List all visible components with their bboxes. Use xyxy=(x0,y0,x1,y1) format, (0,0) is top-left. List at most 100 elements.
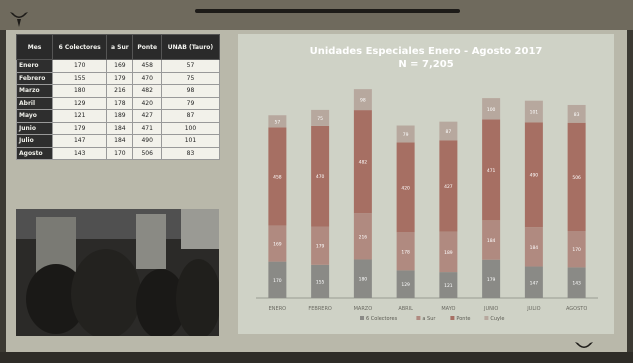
bar-segment xyxy=(353,89,372,111)
data-label: 75 xyxy=(317,116,323,122)
cell: Abril xyxy=(15,96,54,110)
bar-segment xyxy=(353,213,372,260)
data-label: 147 xyxy=(530,280,539,286)
data-label: 169 xyxy=(273,242,282,248)
cell: 216 xyxy=(106,84,134,98)
cell: Agosto xyxy=(15,146,54,160)
cell: Enero xyxy=(15,59,54,73)
data-label: 184 xyxy=(487,238,496,244)
data-label: 100 xyxy=(487,107,496,113)
cell: Mayo xyxy=(15,109,54,123)
data-label: 101 xyxy=(530,109,539,115)
data-label: 482 xyxy=(359,160,368,166)
data-label: 98 xyxy=(360,98,366,104)
legend-label: a Sur xyxy=(422,316,436,322)
table-row: Enero 170 169 458 57 xyxy=(15,59,221,73)
cell: 482 xyxy=(132,84,162,98)
top-bar xyxy=(0,0,633,30)
bar-segment xyxy=(567,231,586,268)
bar-segment xyxy=(396,232,415,271)
cell: 170 xyxy=(52,59,108,73)
cell: 471 xyxy=(132,121,162,135)
bar-segment xyxy=(482,98,501,120)
data-label: 121 xyxy=(444,283,453,289)
col-header: a Sur xyxy=(106,34,134,60)
data-label: 179 xyxy=(316,244,325,250)
cell: 143 xyxy=(52,146,108,160)
cell: 184 xyxy=(106,134,134,148)
bar-segment xyxy=(396,125,415,143)
data-table: Mes 6 Colectores a Sur Ponte UNAB (Tauro… xyxy=(15,34,221,160)
cell: 169 xyxy=(106,59,134,73)
chart-title: Unidades Especiales Enero - Agosto 2017 xyxy=(309,46,543,57)
bar-segment xyxy=(524,227,543,267)
cell: 506 xyxy=(132,146,162,160)
cell: Julio xyxy=(15,134,54,148)
cell: 179 xyxy=(106,71,134,85)
table-row: Agosto 143 170 506 83 xyxy=(15,146,221,160)
table-row: Julio 147 184 490 101 xyxy=(15,134,221,148)
cell: 100 xyxy=(160,121,221,135)
cell: 420 xyxy=(132,96,162,110)
bar-segment xyxy=(311,125,330,227)
bar-segment xyxy=(353,110,372,214)
bar-segment xyxy=(439,121,458,141)
legend-label: Cuyle xyxy=(490,316,504,322)
cell: Junio xyxy=(15,121,54,135)
data-label: 178 xyxy=(401,249,410,255)
bar-segment xyxy=(482,259,501,298)
bar-segment xyxy=(439,231,458,273)
data-label: 170 xyxy=(273,278,282,284)
cell: 121 xyxy=(52,109,108,123)
bar-segment xyxy=(268,115,287,128)
data-label: 420 xyxy=(401,185,410,191)
col-header: UNAB (Tauro) xyxy=(160,34,221,60)
cell: 83 xyxy=(160,146,221,160)
cell: 75 xyxy=(160,71,221,85)
table-row: Junio 179 184 471 100 xyxy=(15,121,221,135)
bar-segment xyxy=(439,272,458,298)
cell: 170 xyxy=(106,146,134,160)
bar-segment xyxy=(567,104,586,123)
data-label: 184 xyxy=(530,245,539,251)
bar-segment xyxy=(311,226,330,265)
data-label: 87 xyxy=(446,129,452,135)
data-label: 180 xyxy=(359,277,368,283)
bar-segment xyxy=(524,266,543,298)
bar-segment xyxy=(567,267,586,298)
cell: 184 xyxy=(106,121,134,135)
cell: Marzo xyxy=(15,84,54,98)
x-tick-label: JUNIO xyxy=(483,306,498,312)
table: Mes 6 Colectores a Sur Ponte UNAB (Tauro… xyxy=(15,34,221,160)
cell: 178 xyxy=(106,96,134,110)
bar-segment xyxy=(268,127,287,226)
event-photo xyxy=(16,209,219,336)
bar-segment xyxy=(396,270,415,298)
bar-segment xyxy=(311,264,330,298)
data-label: 490 xyxy=(530,173,539,179)
table-header-row: Mes 6 Colectores a Sur Ponte UNAB (Tauro… xyxy=(15,34,221,60)
bar-segment xyxy=(353,259,372,298)
table-row: Mayo 121 189 427 87 xyxy=(15,109,221,123)
x-tick-label: JULIO xyxy=(526,306,540,312)
legend-label: 6 Colectores xyxy=(366,316,398,322)
emblem-icon xyxy=(575,342,593,348)
bar-segment xyxy=(268,261,287,298)
cell: 490 xyxy=(132,134,162,148)
x-tick-label: MAYO xyxy=(441,306,455,312)
table-row: Abril 129 178 420 79 xyxy=(15,96,221,110)
bottom-bar xyxy=(0,352,633,363)
bar-segment xyxy=(482,220,501,260)
bar-segment xyxy=(311,109,330,126)
data-label: 83 xyxy=(574,112,580,118)
cell: 189 xyxy=(106,109,134,123)
data-label: 129 xyxy=(401,282,410,288)
bar-segment xyxy=(524,122,543,228)
data-label: 170 xyxy=(572,247,581,253)
table-row: Febrero 155 179 470 75 xyxy=(15,71,221,85)
data-label: 216 xyxy=(359,234,368,240)
bar-segment xyxy=(524,100,543,123)
data-label: 179 xyxy=(487,277,496,283)
data-label: 79 xyxy=(403,132,409,138)
data-label: 57 xyxy=(275,119,281,125)
